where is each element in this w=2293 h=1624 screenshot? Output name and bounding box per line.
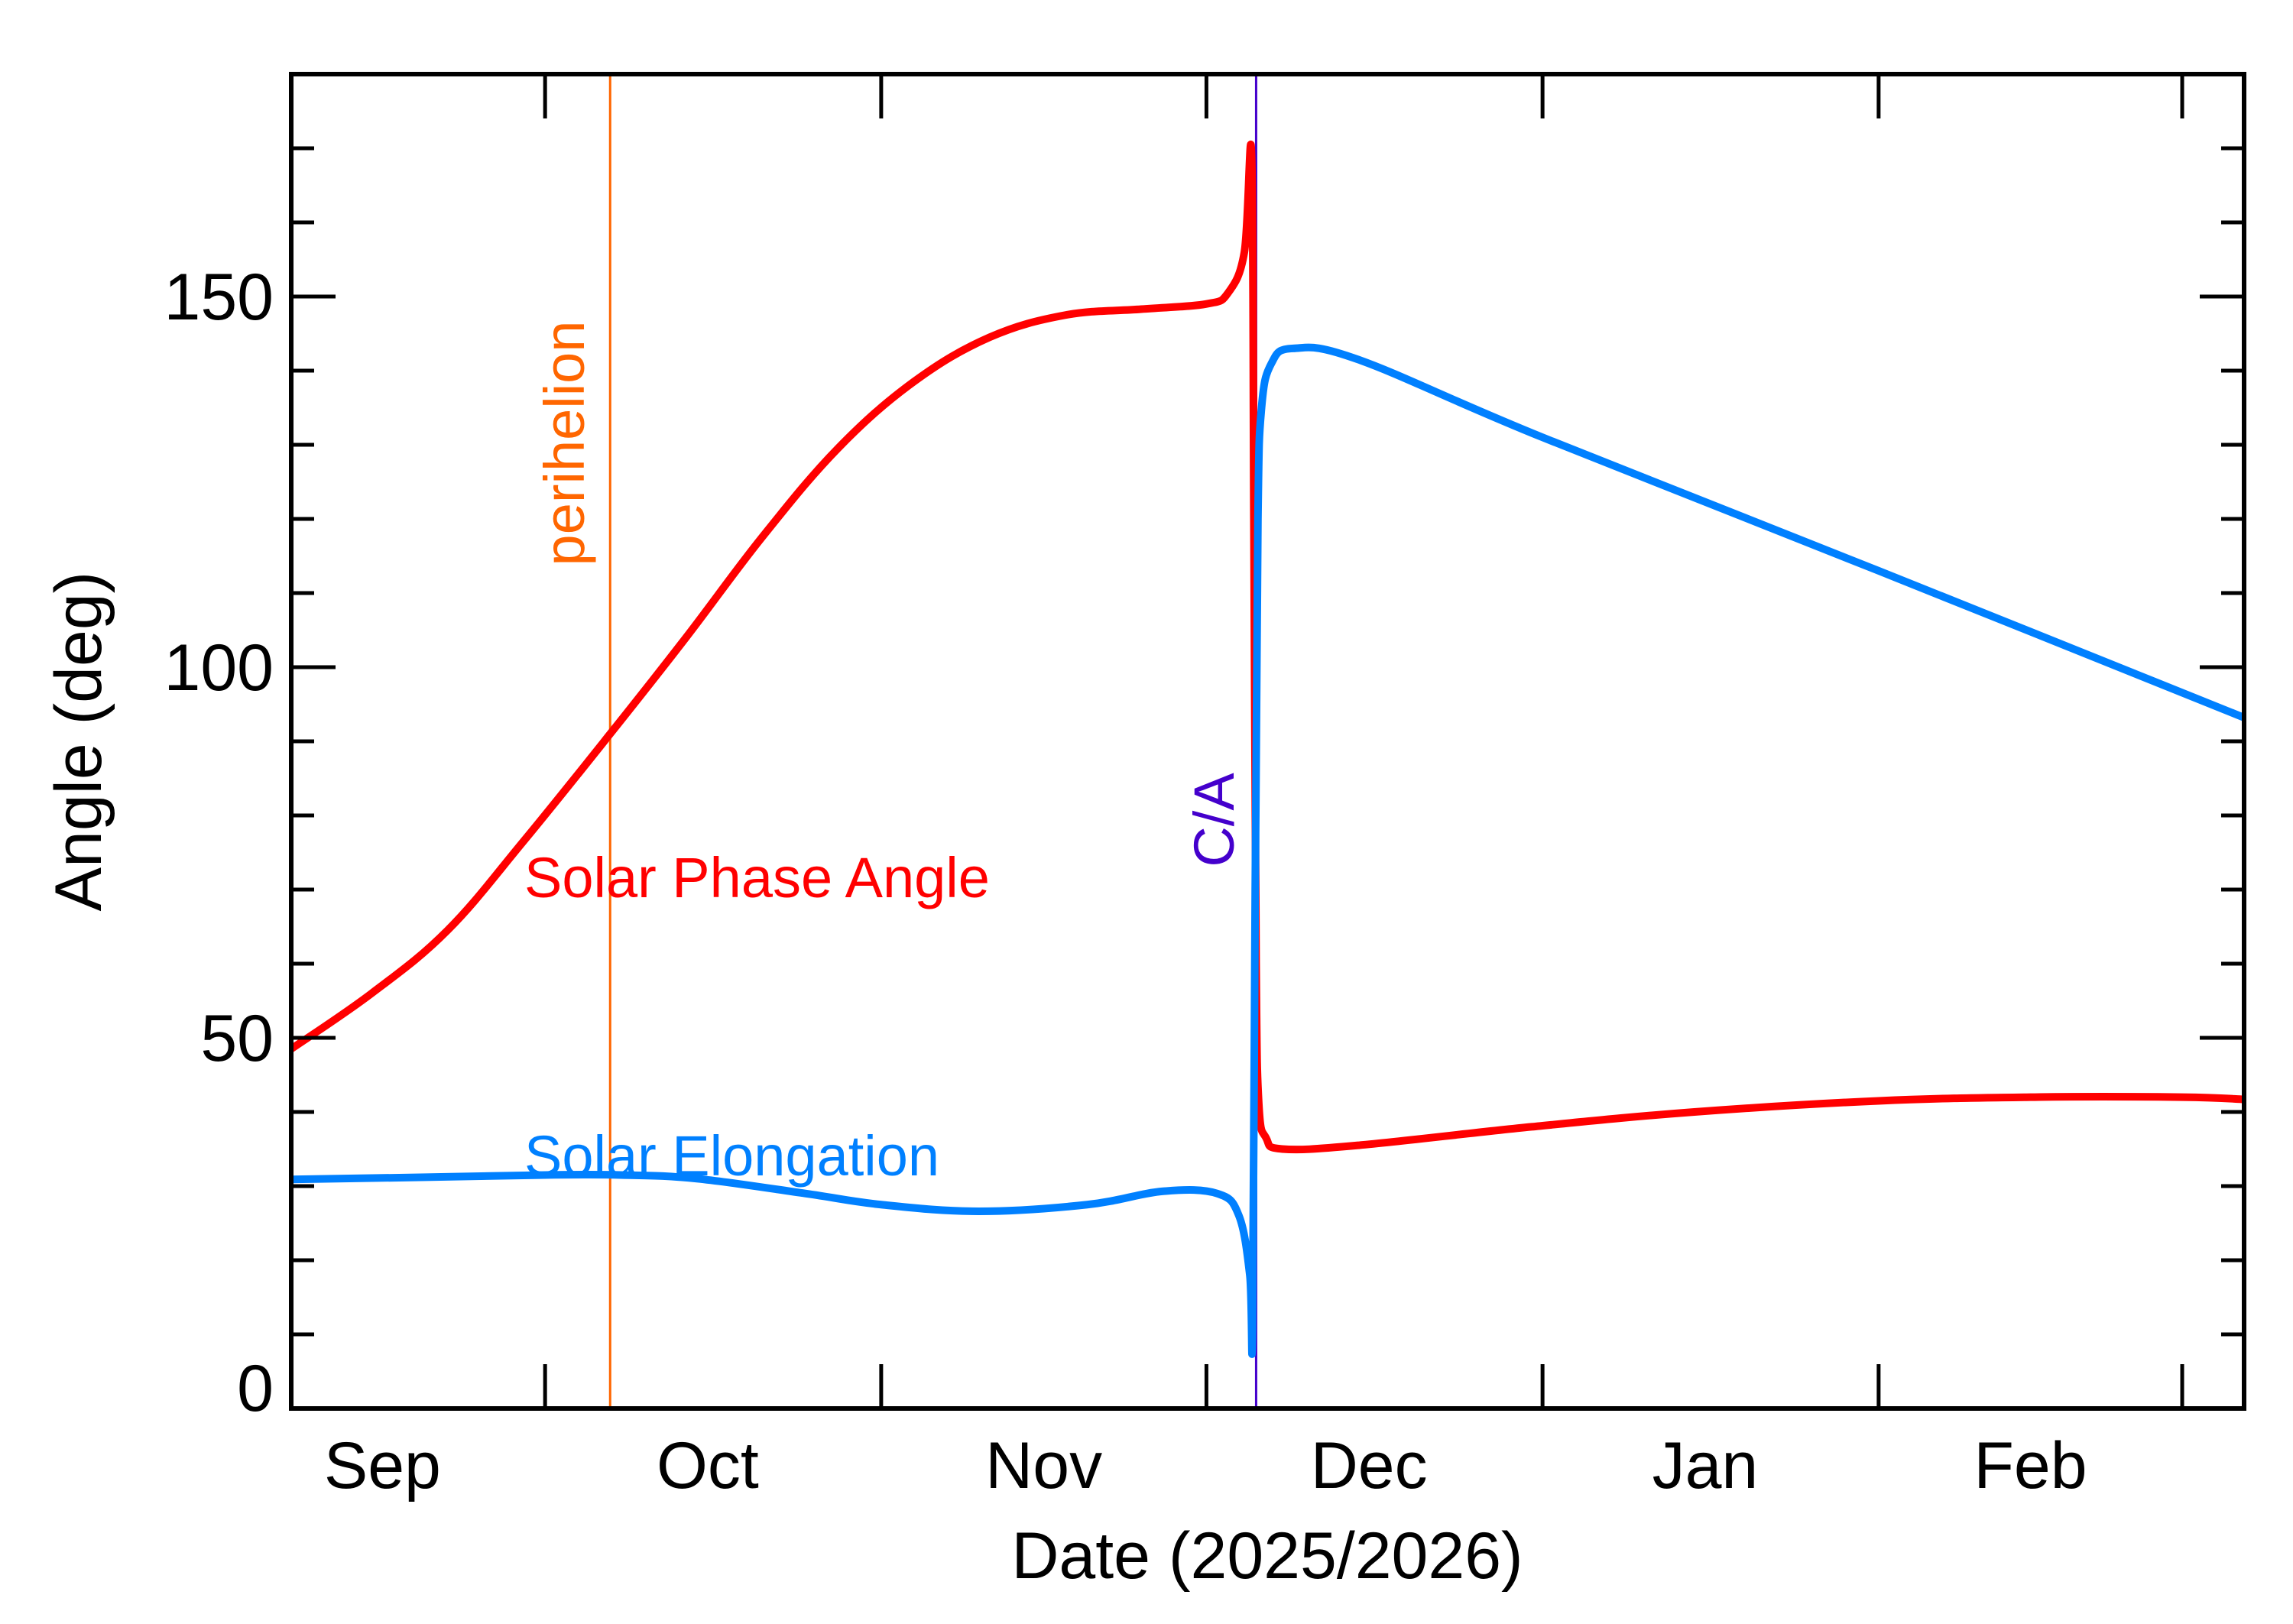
- closest-approach-label: C/A: [1182, 773, 1246, 867]
- axis-ticks: 0 50 100 150 Sep Oct Nov Dec Jan Feb: [164, 72, 2244, 1502]
- x-tick-label: Dec: [1311, 1429, 1428, 1502]
- chart-marks: [289, 74, 2246, 1408]
- y-tick-label: 50: [200, 1002, 274, 1075]
- y-tick-label: 0: [237, 1352, 274, 1425]
- x-tick-label: Feb: [1974, 1429, 2087, 1502]
- legend-solar-elongation: Solar Elongation: [524, 1124, 939, 1188]
- series-line-solar-phase-angle: [289, 141, 2245, 1154]
- legend-solar-phase-angle: Solar Phase Angle: [524, 846, 990, 909]
- y-axis-title: Angle (deg): [42, 572, 115, 912]
- y-tick-label: 150: [164, 261, 274, 334]
- plot-frame: [289, 72, 2246, 1411]
- x-tick-label: Jan: [1652, 1429, 1759, 1502]
- x-tick-label: Sep: [324, 1429, 441, 1502]
- x-tick-label: Oct: [657, 1429, 759, 1502]
- series-line-solar-elongation: [290, 343, 2246, 1358]
- y-tick-label: 100: [164, 631, 274, 705]
- perihelion-label: perihelion: [533, 321, 596, 566]
- x-tick-label: Nov: [985, 1429, 1102, 1502]
- x-axis-title: Date (2025/2026): [1011, 1519, 1523, 1593]
